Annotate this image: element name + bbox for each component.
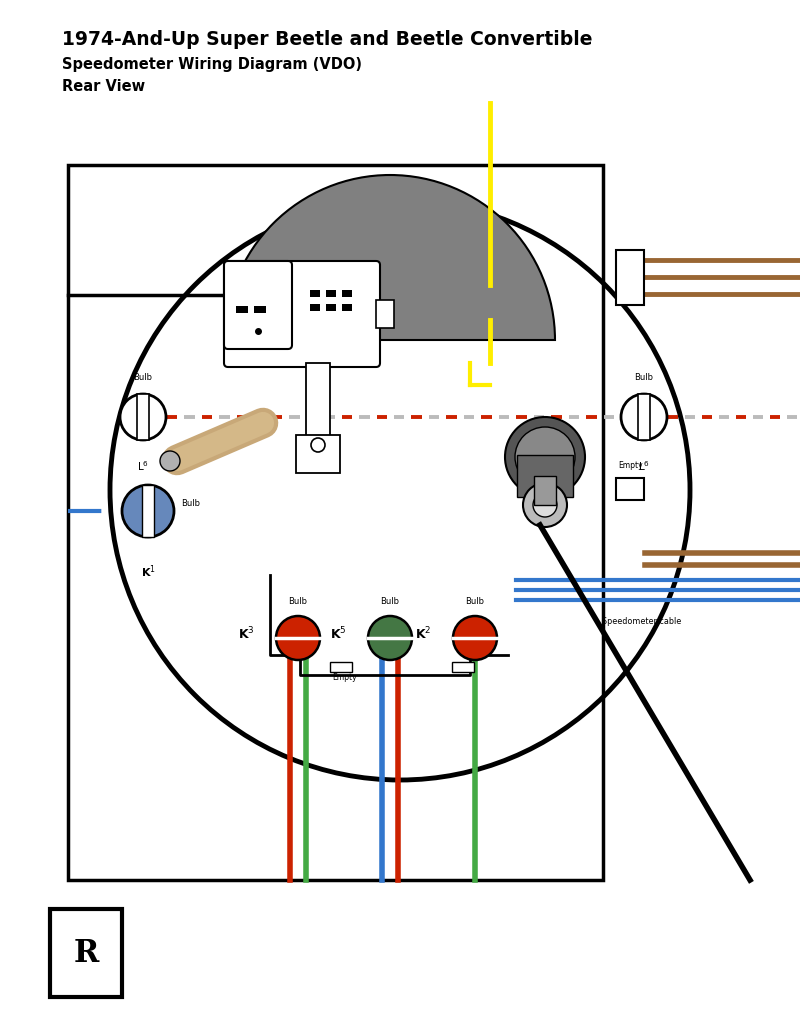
FancyBboxPatch shape [224,261,292,349]
Text: K$^2$: K$^2$ [414,626,431,643]
Text: Bulb: Bulb [134,373,153,382]
Text: Empty: Empty [333,673,358,682]
Circle shape [122,485,174,537]
Bar [330,662,352,672]
Text: K$^3$: K$^3$ [238,626,254,643]
Bar [616,478,644,500]
Text: Speedometer Wiring Diagram (VDO): Speedometer Wiring Diagram (VDO) [62,57,362,72]
Circle shape [368,616,412,660]
FancyBboxPatch shape [224,261,380,367]
Bar [310,290,320,297]
Circle shape [523,483,567,527]
Bar [142,485,154,537]
Text: K$^5$: K$^5$ [330,626,346,643]
Bar [310,304,320,310]
Bar [254,306,266,313]
Bar [326,304,336,310]
Circle shape [621,394,667,440]
Circle shape [120,394,166,440]
Bar [342,304,352,310]
Bar [306,363,330,438]
Circle shape [515,427,575,487]
Text: L$^6$: L$^6$ [137,459,149,473]
Bar [137,394,149,440]
Bar [638,394,650,440]
Text: Rear View: Rear View [62,79,145,94]
Bar [50,909,122,997]
Text: Speedometer cable: Speedometer cable [602,617,682,626]
Text: Bulb: Bulb [381,597,399,607]
Circle shape [453,616,497,660]
Text: Bulb: Bulb [466,597,485,607]
Bar [236,306,248,313]
Circle shape [112,202,688,778]
Text: Bulb: Bulb [634,373,654,382]
Wedge shape [225,175,555,341]
Circle shape [276,616,320,660]
Circle shape [160,451,180,471]
Circle shape [505,417,585,497]
Bar [342,290,352,297]
Text: Bulb: Bulb [181,499,200,507]
Bar [68,165,603,880]
Circle shape [533,493,557,518]
Text: L$^6$: L$^6$ [638,459,650,473]
Bar [616,250,644,305]
Text: Bulb: Bulb [289,597,307,607]
Bar [376,300,394,328]
Circle shape [311,438,325,452]
Text: Empty: Empty [618,461,642,470]
Text: 1974-And-Up Super Beetle and Beetle Convertible: 1974-And-Up Super Beetle and Beetle Conv… [62,30,593,49]
Bar [517,455,573,497]
Text: K$^1$: K$^1$ [141,563,155,580]
Bar [534,476,556,505]
Bar [326,290,336,297]
Text: R: R [74,938,98,969]
Bar [296,435,340,473]
Bar [452,662,474,672]
